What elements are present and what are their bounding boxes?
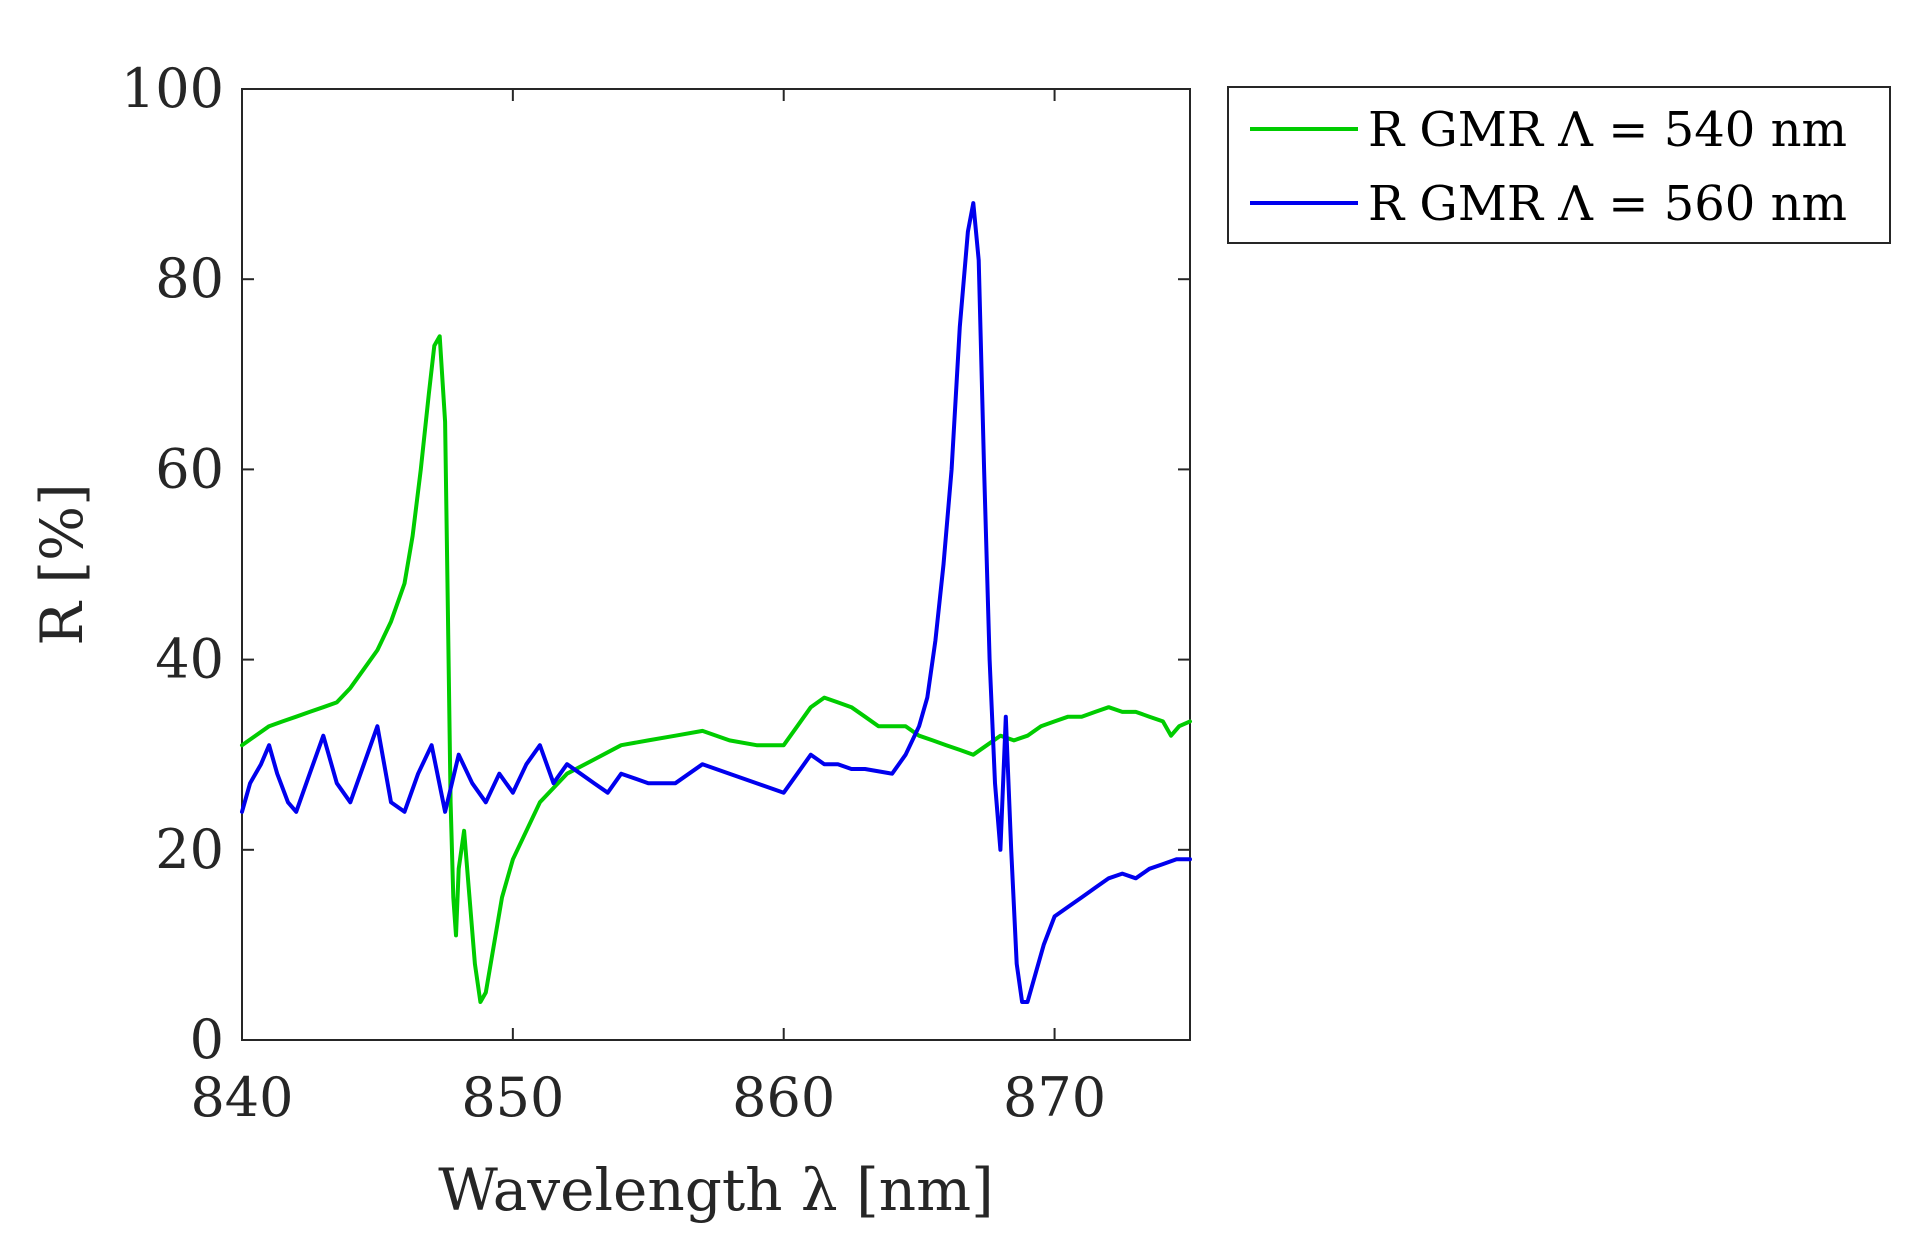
legend-label-560nm: R GMR Λ = 560 nm <box>1368 176 1847 232</box>
x-axis-title: Wavelength λ [nm] <box>438 1156 994 1224</box>
y-tick-label-20: 20 <box>155 818 224 881</box>
y-tick-label-60: 60 <box>155 437 224 500</box>
legend-box <box>1227 86 1891 244</box>
x-axis-ticks: 840 850 860 870 <box>190 89 1106 1129</box>
series-line-1 <box>240 201 1192 1004</box>
x-tick-label-850: 850 <box>461 1066 564 1129</box>
y-tick-label-40: 40 <box>155 628 224 691</box>
series-line-0 <box>240 334 1192 1004</box>
plot-frame <box>241 88 1191 1041</box>
y-axis-ticks: 0 20 40 60 80 100 <box>121 57 1190 1071</box>
x-tick-label-870: 870 <box>1003 1066 1106 1129</box>
y-axis-title: R [%] <box>28 483 96 645</box>
x-tick-label-860: 860 <box>732 1066 835 1129</box>
legend: R GMR Λ = 540 nm R GMR Λ = 560 nm <box>1227 86 1891 244</box>
plot-area: 840 850 860 870 0 20 40 60 80 100 <box>121 57 1192 1129</box>
series-layer <box>240 201 1192 1004</box>
y-tick-label-100: 100 <box>121 57 224 120</box>
y-tick-label-0: 0 <box>190 1008 224 1071</box>
x-tick-label-840: 840 <box>190 1066 293 1129</box>
y-tick-label-80: 80 <box>155 247 224 310</box>
legend-label-540nm: R GMR Λ = 540 nm <box>1368 102 1847 158</box>
